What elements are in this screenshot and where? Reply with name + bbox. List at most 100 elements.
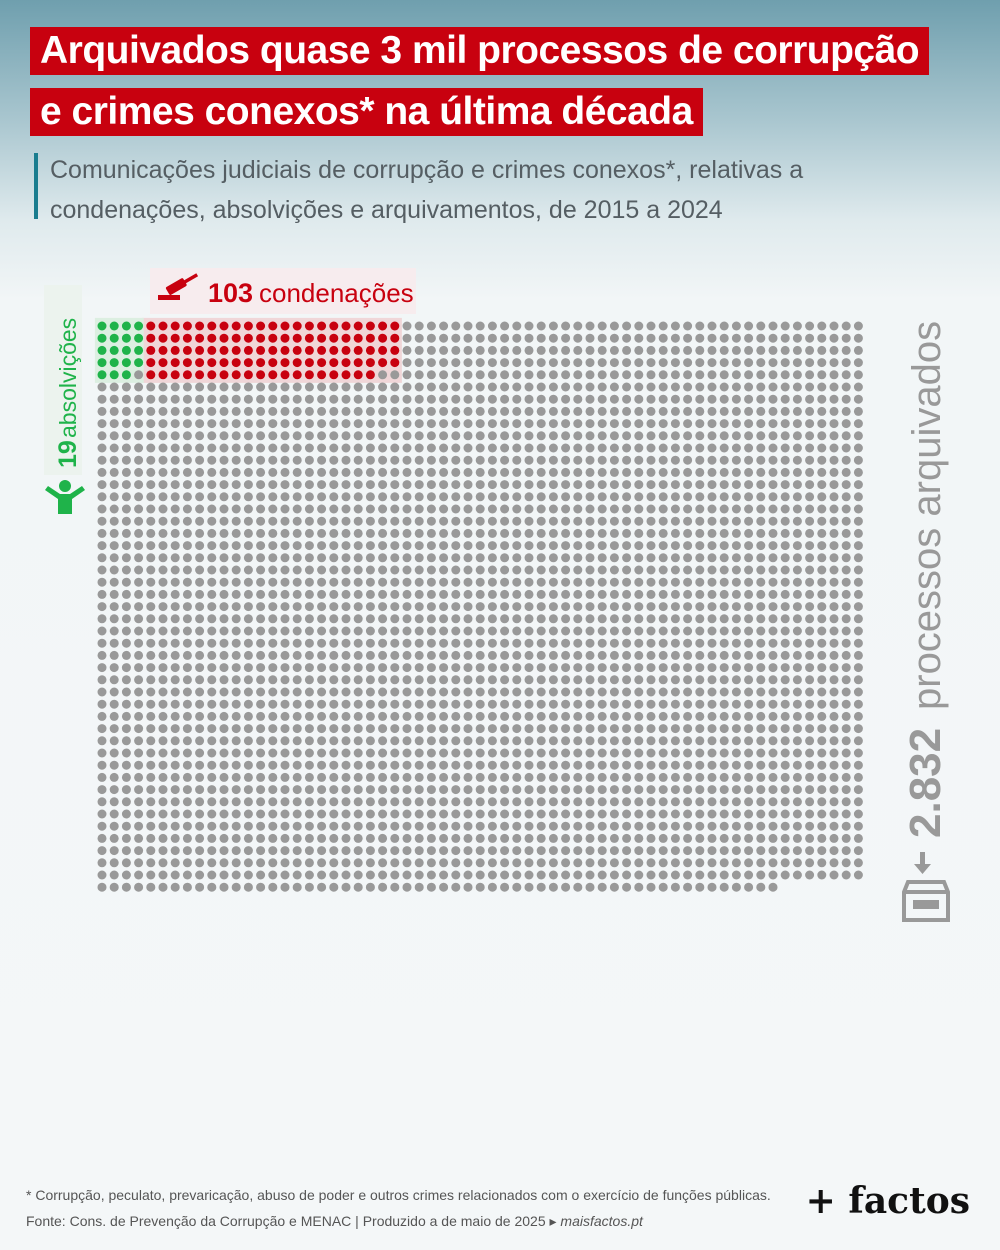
dot-condenacoes [390,333,400,343]
dot-arquivados [756,638,766,648]
dot-arquivados [609,638,619,648]
dot-arquivados [536,321,546,331]
dot-condenacoes [158,358,168,368]
dot-arquivados [512,724,522,734]
dot-arquivados [219,541,229,551]
site-link[interactable]: maisfactos.pt [560,1213,643,1229]
dot-arquivados [195,406,205,416]
dot-arquivados [731,370,741,380]
dot-arquivados [853,455,863,465]
dot-arquivados [609,406,619,416]
dot-arquivados [463,345,473,355]
dot-arquivados [756,382,766,392]
dot-arquivados [207,626,217,636]
dot-arquivados [463,870,473,880]
dot-arquivados [182,614,192,624]
dot-arquivados [561,382,571,392]
dot-arquivados [390,589,400,599]
dot-arquivados [792,675,802,685]
dot-arquivados [268,711,278,721]
dot-arquivados [109,480,119,490]
dot-arquivados [146,516,156,526]
dot-arquivados [121,589,131,599]
dot-arquivados [573,492,583,502]
title-line-2: e crimes conexos* na última década [30,88,703,136]
dot-arquivados [829,516,839,526]
dot-arquivados [280,748,290,758]
dot-arquivados [731,882,741,892]
dot-arquivados [768,833,778,843]
dot-arquivados [219,663,229,673]
dot-arquivados [744,577,754,587]
dot-arquivados [329,675,339,685]
dot-arquivados [402,345,412,355]
dot-arquivados [268,431,278,441]
dot-arquivados [853,687,863,697]
dot-condenacoes [329,370,339,380]
dot-arquivados [390,760,400,770]
dot-arquivados [439,663,449,673]
dot-arquivados [695,736,705,746]
dot-arquivados [207,882,217,892]
dot-arquivados [243,565,253,575]
dot-arquivados [280,663,290,673]
dot-arquivados [317,650,327,660]
dot-arquivados [329,492,339,502]
dot-arquivados [536,541,546,551]
dot-arquivados [414,638,424,648]
dot-arquivados [853,516,863,526]
dot-arquivados [768,577,778,587]
dot-arquivados [414,699,424,709]
dot-arquivados [731,602,741,612]
dot-arquivados [365,663,375,673]
dot-arquivados [487,419,497,429]
dot-arquivados [268,516,278,526]
dot-arquivados [744,675,754,685]
dot-arquivados [622,541,632,551]
dot-arquivados [365,406,375,416]
dot-arquivados [500,528,510,538]
dot-arquivados [670,553,680,563]
dot-arquivados [170,675,180,685]
dot-arquivados [500,809,510,819]
dot-arquivados [439,785,449,795]
dot-arquivados [414,833,424,843]
dot-arquivados [463,785,473,795]
dot-arquivados [414,394,424,404]
dot-arquivados [170,516,180,526]
dot-arquivados [634,541,644,551]
dot-arquivados [414,736,424,746]
dot-arquivados [329,528,339,538]
dot-arquivados [341,748,351,758]
dot-arquivados [353,736,363,746]
dot-arquivados [561,699,571,709]
dot-arquivados [756,455,766,465]
dot-arquivados [463,492,473,502]
dot-arquivados [353,797,363,807]
dot-arquivados [670,504,680,514]
dot-condenacoes [207,333,217,343]
dot-arquivados [439,589,449,599]
brand-logo: + factos [805,1180,970,1222]
dot-arquivados [170,431,180,441]
dot-arquivados [134,858,144,868]
dot-arquivados [170,785,180,795]
dot-arquivados [792,394,802,404]
dot-arquivados [378,492,388,502]
dot-arquivados [268,528,278,538]
dot-arquivados [317,809,327,819]
dot-arquivados [731,345,741,355]
dot-arquivados [597,675,607,685]
dot-arquivados [829,443,839,453]
dot-arquivados [292,602,302,612]
dot-arquivados [573,370,583,380]
dot-arquivados [158,382,168,392]
dot-arquivados [231,602,241,612]
dot-arquivados [463,455,473,465]
dot-arquivados [121,467,131,477]
dot-condenacoes [365,370,375,380]
dot-arquivados [683,882,693,892]
dot-arquivados [792,736,802,746]
dot-arquivados [768,846,778,856]
dot-arquivados [829,431,839,441]
